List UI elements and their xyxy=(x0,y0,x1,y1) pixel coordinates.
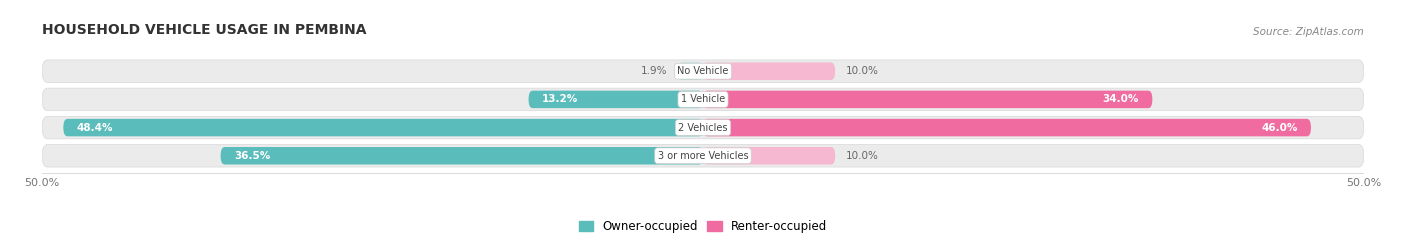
FancyBboxPatch shape xyxy=(678,62,703,80)
Text: 36.5%: 36.5% xyxy=(233,151,270,161)
Text: 10.0%: 10.0% xyxy=(846,151,879,161)
Text: 48.4%: 48.4% xyxy=(76,123,112,133)
Text: 13.2%: 13.2% xyxy=(541,94,578,104)
Text: Source: ZipAtlas.com: Source: ZipAtlas.com xyxy=(1253,27,1364,37)
Text: 46.0%: 46.0% xyxy=(1261,123,1298,133)
Text: HOUSEHOLD VEHICLE USAGE IN PEMBINA: HOUSEHOLD VEHICLE USAGE IN PEMBINA xyxy=(42,23,367,37)
FancyBboxPatch shape xyxy=(703,119,1310,136)
FancyBboxPatch shape xyxy=(703,62,835,80)
FancyBboxPatch shape xyxy=(703,147,835,165)
Text: 1 Vehicle: 1 Vehicle xyxy=(681,94,725,104)
Text: 2 Vehicles: 2 Vehicles xyxy=(678,123,728,133)
FancyBboxPatch shape xyxy=(63,119,703,136)
Legend: Owner-occupied, Renter-occupied: Owner-occupied, Renter-occupied xyxy=(574,215,832,234)
FancyBboxPatch shape xyxy=(221,147,703,165)
Text: 1.9%: 1.9% xyxy=(641,66,668,76)
Text: 3 or more Vehicles: 3 or more Vehicles xyxy=(658,151,748,161)
Text: No Vehicle: No Vehicle xyxy=(678,66,728,76)
Text: 10.0%: 10.0% xyxy=(846,66,879,76)
FancyBboxPatch shape xyxy=(42,88,1364,111)
FancyBboxPatch shape xyxy=(42,144,1364,167)
Text: 34.0%: 34.0% xyxy=(1102,94,1139,104)
FancyBboxPatch shape xyxy=(42,60,1364,82)
FancyBboxPatch shape xyxy=(529,91,703,108)
FancyBboxPatch shape xyxy=(703,91,1153,108)
FancyBboxPatch shape xyxy=(42,116,1364,139)
